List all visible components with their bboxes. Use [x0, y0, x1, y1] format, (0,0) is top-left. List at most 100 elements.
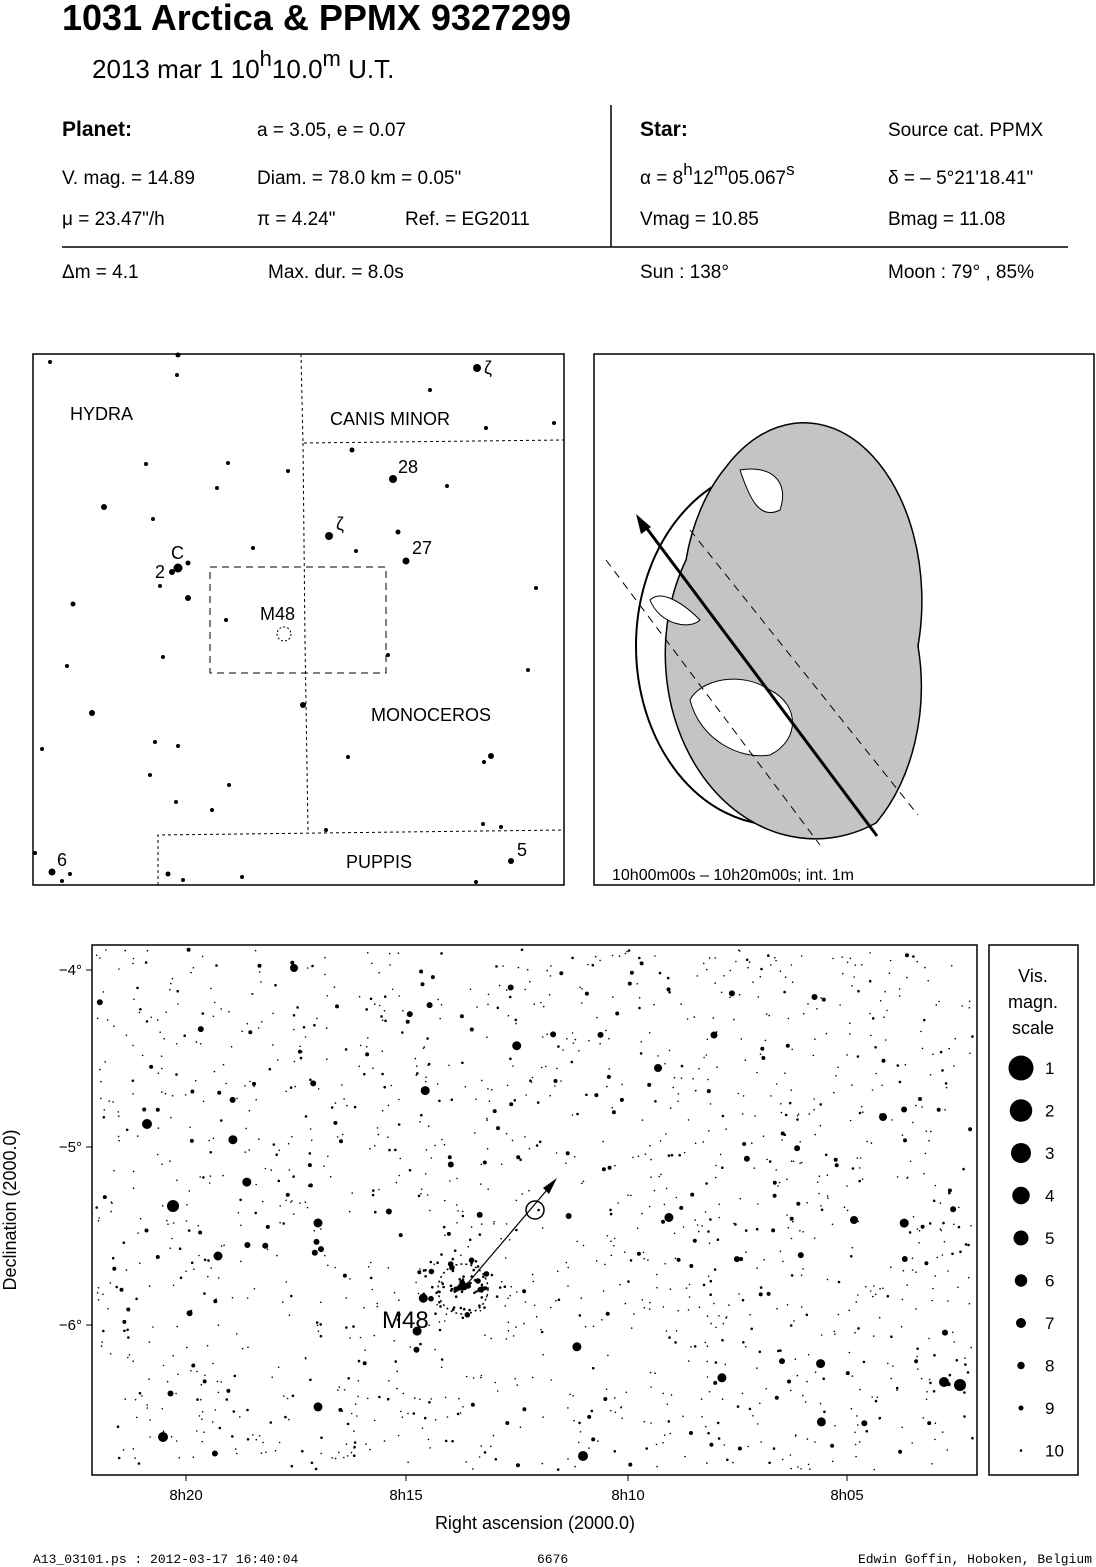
star [762, 1135, 765, 1137]
star [800, 1274, 803, 1277]
star [482, 760, 486, 764]
star [645, 1447, 648, 1450]
star [647, 1259, 649, 1261]
star [138, 1391, 142, 1395]
star [437, 998, 439, 1001]
star [324, 956, 326, 959]
star [713, 1380, 718, 1385]
star [240, 1224, 242, 1227]
star [443, 1143, 446, 1146]
star [783, 990, 786, 994]
star [412, 1326, 422, 1336]
star [189, 1126, 191, 1129]
star [346, 755, 350, 759]
star [255, 1183, 257, 1186]
star [95, 1206, 98, 1209]
target-star [525, 1200, 545, 1220]
legend-dot [1009, 1099, 1033, 1122]
star [190, 971, 192, 974]
star [102, 1116, 106, 1119]
star [515, 1326, 517, 1328]
star [162, 1430, 165, 1432]
star [874, 1293, 877, 1296]
star [420, 1188, 423, 1190]
star [859, 1388, 861, 1391]
star [702, 962, 705, 965]
star [674, 1341, 677, 1344]
star [430, 1157, 433, 1159]
star [184, 1094, 187, 1096]
star [668, 1049, 671, 1052]
star [383, 1010, 386, 1012]
star [218, 1426, 222, 1430]
star [552, 421, 556, 425]
star [424, 1080, 427, 1083]
star [942, 1221, 945, 1225]
star [192, 1456, 195, 1458]
star [469, 1027, 474, 1032]
star [515, 1022, 517, 1025]
star [726, 1458, 729, 1462]
star [540, 1330, 544, 1334]
star [132, 1170, 135, 1173]
star [148, 1285, 151, 1287]
star [213, 1001, 216, 1004]
star [610, 1240, 612, 1242]
star [934, 1275, 937, 1277]
star [381, 1072, 384, 1076]
x-tick-label: 8h20 [169, 1487, 202, 1504]
star [643, 1257, 645, 1260]
star [213, 1299, 218, 1304]
star [401, 1031, 404, 1034]
star [627, 1280, 630, 1283]
star [673, 1232, 676, 1235]
star [911, 1269, 914, 1271]
star [496, 1006, 500, 1010]
star [639, 961, 644, 966]
star [310, 1461, 314, 1465]
star [102, 1293, 104, 1296]
star [272, 1143, 276, 1146]
star [406, 1011, 413, 1018]
star [668, 1336, 671, 1339]
star [137, 1462, 141, 1465]
star [797, 1252, 804, 1259]
ra-part: 05.067 [728, 168, 786, 189]
star [505, 1421, 510, 1425]
star [217, 1090, 222, 1095]
cluster-label: M48 [382, 1307, 429, 1334]
star [492, 1434, 495, 1437]
star [233, 1374, 237, 1378]
star [194, 1079, 197, 1082]
x-tick-label: 8h10 [611, 1487, 644, 1504]
star [327, 1264, 329, 1267]
star [525, 1094, 527, 1096]
star [215, 1298, 217, 1300]
star [118, 968, 120, 970]
star [132, 1187, 135, 1189]
star [287, 1142, 290, 1145]
star [101, 504, 107, 510]
star [514, 1377, 516, 1380]
star [352, 1325, 355, 1328]
star [434, 1348, 436, 1351]
star [729, 969, 732, 972]
star [440, 1366, 443, 1369]
star [708, 1130, 710, 1132]
star [307, 1163, 312, 1168]
star [605, 1388, 608, 1391]
star [455, 1204, 458, 1206]
star [247, 1346, 249, 1349]
arrow [543, 1178, 557, 1194]
star [706, 1376, 709, 1378]
star [759, 975, 762, 978]
star [420, 1113, 423, 1117]
star [906, 1284, 908, 1286]
star [309, 1128, 312, 1130]
star [353, 1430, 355, 1432]
star [111, 1256, 115, 1260]
star [879, 1287, 881, 1290]
star [434, 1144, 436, 1147]
star [927, 1421, 932, 1426]
star [851, 1246, 854, 1249]
